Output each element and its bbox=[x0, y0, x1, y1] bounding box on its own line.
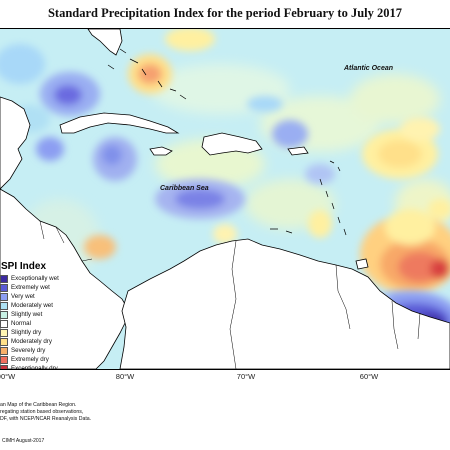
spi-map-canvas bbox=[0, 29, 450, 369]
legend-item: Moderately dry bbox=[0, 337, 90, 346]
legend-item: Severely dry bbox=[0, 346, 90, 355]
legend-swatch bbox=[0, 292, 8, 301]
small-islands bbox=[107, 48, 347, 236]
legend-label: Exceptionally dry bbox=[11, 365, 58, 370]
legend-swatch bbox=[0, 283, 8, 292]
spi-map: Atlantic Ocean Caribbean Sea SPI Index E… bbox=[0, 28, 450, 370]
credit-text: CIMH August-2017 bbox=[2, 438, 45, 444]
legend-label: Moderately wet bbox=[11, 302, 53, 309]
legend-swatch bbox=[0, 301, 8, 310]
lon-label-80w: 80°W bbox=[115, 372, 135, 381]
legend-item: Very wet bbox=[0, 292, 90, 301]
spi-field-dry bbox=[84, 29, 450, 294]
cuba bbox=[59, 112, 180, 134]
legend-item: Normal bbox=[0, 319, 90, 328]
legend-label: Extremely wet bbox=[11, 284, 50, 291]
legend-label: Normal bbox=[11, 320, 31, 327]
lon-label-90w: 90°W bbox=[0, 372, 16, 381]
footer-line: DF, with NCEP/NCAR Reanalysis Data. bbox=[0, 416, 92, 422]
legend-items: Exceptionally wet Extremely wet Very wet Mo… bbox=[0, 274, 90, 370]
country-borders bbox=[39, 220, 421, 369]
legend-label: Moderately dry bbox=[11, 338, 52, 345]
yucatan bbox=[0, 96, 31, 190]
footer-line: regating station based observations, bbox=[0, 409, 84, 415]
map-title: Standard Precipitation Index for the per… bbox=[47, 6, 403, 20]
legend-swatch bbox=[0, 328, 8, 337]
jamaica bbox=[149, 146, 173, 156]
lon-label-70w: 70°W bbox=[236, 372, 256, 381]
hispaniola bbox=[201, 132, 263, 156]
legend-swatch bbox=[0, 319, 8, 328]
legend-label: Slightly wet bbox=[11, 311, 43, 318]
atlantic-ocean-label: Atlantic Ocean bbox=[344, 65, 394, 72]
legend-label: Severely dry bbox=[11, 347, 46, 354]
spi-legend: SPI Index Exceptionally wet Extremely wet… bbox=[0, 261, 90, 370]
footer-line: an Map of the Caribbean Region. bbox=[0, 402, 77, 408]
legend-swatch bbox=[0, 310, 8, 319]
legend-swatch bbox=[0, 346, 8, 355]
south-america bbox=[119, 238, 450, 369]
land-outlines bbox=[0, 29, 450, 369]
lon-label-60w: 60°W bbox=[359, 372, 379, 381]
legend-item: Exceptionally wet bbox=[0, 274, 90, 283]
legend-label: Very wet bbox=[11, 293, 35, 300]
trinidad bbox=[355, 258, 369, 270]
legend-swatch bbox=[0, 355, 8, 364]
legend-label: Extremely dry bbox=[11, 356, 49, 363]
legend-label: Slightly dry bbox=[11, 329, 42, 336]
legend-swatch bbox=[0, 364, 8, 369]
legend-swatch bbox=[0, 274, 8, 283]
legend-label: Exceptionally wet bbox=[11, 275, 59, 282]
legend-item: Extremely wet bbox=[0, 283, 90, 292]
legend-item: Exceptionally dry bbox=[0, 364, 90, 370]
legend-swatch bbox=[0, 337, 8, 346]
legend-item: Slightly dry bbox=[0, 328, 90, 337]
legend-item: Extremely dry bbox=[0, 355, 90, 364]
florida bbox=[87, 29, 123, 56]
legend-title: SPI Index bbox=[1, 261, 47, 272]
legend-item: Slightly wet bbox=[0, 310, 90, 319]
map-footer-notes: an Map of the Caribbean Region. regating… bbox=[0, 402, 200, 423]
central-america bbox=[0, 188, 129, 369]
puerto-rico bbox=[287, 146, 309, 156]
caribbean-sea-label: Caribbean Sea bbox=[160, 185, 209, 192]
legend-item: Moderately wet bbox=[0, 301, 90, 310]
